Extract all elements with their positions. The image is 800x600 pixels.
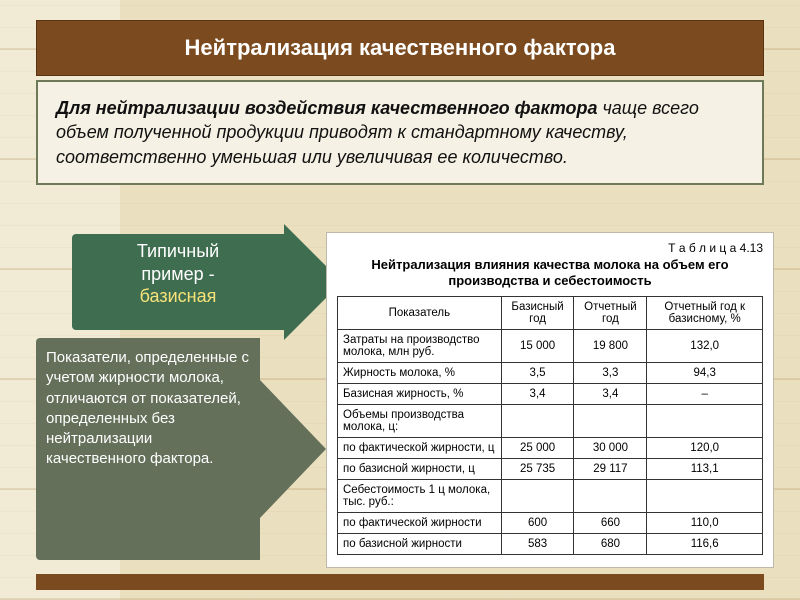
cell-report: 3,3 (574, 362, 647, 383)
cell-label: Объемы производства молока, ц: (338, 404, 502, 437)
slide-title: Нейтрализация качественного фактора (36, 20, 764, 76)
example-arrow-text: Типичный пример - базисная (78, 240, 278, 308)
cell-pct: 94,3 (647, 362, 763, 383)
cell-empty (501, 404, 574, 437)
cell-report: 660 (574, 512, 647, 533)
example-line2: пример - (141, 264, 214, 284)
table-row: по фактической жирности600660110,0 (338, 512, 763, 533)
note-arrow: Показатели, определенные с учетом жирнос… (36, 338, 336, 560)
table-row: по базисной жирности, ц25 73529 117113,1 (338, 458, 763, 479)
table-title: Нейтрализация влияния качества молока на… (337, 257, 763, 290)
cell-base: 25 000 (501, 437, 574, 458)
footer-stripe (36, 574, 764, 590)
cell-base: 3,4 (501, 383, 574, 404)
cell-report: 680 (574, 533, 647, 554)
col-base: Базисный год (501, 296, 574, 329)
description-bold: Для нейтрализации воздействия качественн… (56, 98, 597, 118)
cell-empty (647, 479, 763, 512)
col-report: Отчетный год (574, 296, 647, 329)
cell-pct: 110,0 (647, 512, 763, 533)
cell-label: Затраты на производство молока, млн руб. (338, 329, 502, 362)
cell-pct: 116,6 (647, 533, 763, 554)
table-row: по фактической жирности, ц25 00030 00012… (338, 437, 763, 458)
cell-empty (647, 404, 763, 437)
cell-pct: – (647, 383, 763, 404)
note-arrow-text: Показатели, определенные с учетом жирнос… (46, 348, 252, 470)
cell-base: 583 (501, 533, 574, 554)
cell-empty (501, 479, 574, 512)
cell-label: по фактической жирности, ц (338, 437, 502, 458)
cell-pct: 113,1 (647, 458, 763, 479)
cell-base: 15 000 (501, 329, 574, 362)
cell-report: 29 117 (574, 458, 647, 479)
data-table-card: Т а б л и ц а 4.13 Нейтрализация влияния… (326, 232, 774, 568)
example-line1: Типичный (137, 241, 219, 261)
cell-report: 30 000 (574, 437, 647, 458)
col-pct: Отчетный год к базисному, % (647, 296, 763, 329)
table-row: по базисной жирности583680116,6 (338, 533, 763, 554)
cell-empty (574, 479, 647, 512)
table-row: Объемы производства молока, ц: (338, 404, 763, 437)
cell-label: по базисной жирности, ц (338, 458, 502, 479)
cell-base: 3,5 (501, 362, 574, 383)
cell-label: Жирность молока, % (338, 362, 502, 383)
description-box: Для нейтрализации воздействия качественн… (36, 80, 764, 185)
table-row: Затраты на производство молока, млн руб.… (338, 329, 763, 362)
cell-pct: 132,0 (647, 329, 763, 362)
cell-label: Себестоимость 1 ц молока, тыс. руб.: (338, 479, 502, 512)
table-row: Жирность молока, %3,53,394,3 (338, 362, 763, 383)
cell-empty (574, 404, 647, 437)
cell-label: по базисной жирности (338, 533, 502, 554)
table-row: Себестоимость 1 ц молока, тыс. руб.: (338, 479, 763, 512)
cell-label: по фактической жирности (338, 512, 502, 533)
cell-report: 3,4 (574, 383, 647, 404)
cell-label: Базисная жирность, % (338, 383, 502, 404)
cell-report: 19 800 (574, 329, 647, 362)
cell-pct: 120,0 (647, 437, 763, 458)
note-arrow-head (260, 380, 326, 518)
col-indicator: Показатель (338, 296, 502, 329)
table-label: Т а б л и ц а 4.13 (337, 241, 763, 255)
table-header-row: Показатель Базисный год Отчетный год Отч… (338, 296, 763, 329)
example-highlight: базисная (140, 286, 217, 306)
cell-base: 25 735 (501, 458, 574, 479)
example-arrow: Типичный пример - базисная (72, 234, 342, 330)
table-row: Базисная жирность, %3,43,4– (338, 383, 763, 404)
data-table: Показатель Базисный год Отчетный год Отч… (337, 296, 763, 555)
cell-base: 600 (501, 512, 574, 533)
